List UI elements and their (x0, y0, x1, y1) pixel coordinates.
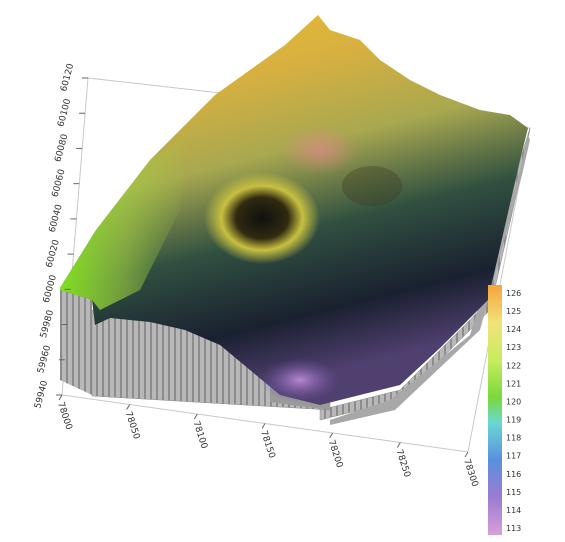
y-tick-label: 59940 (33, 379, 50, 410)
x-tick-label: 78300 (461, 458, 479, 489)
y-tick-label: 60060 (51, 168, 68, 199)
colorbar-tick-label: 123 (506, 343, 521, 352)
colorbar: 126 125 124 123 122 121 120 119 118 117 116 115 114 1… (488, 285, 521, 535)
y-tick-label: 60020 (45, 238, 62, 269)
colorbar-tick-label: 113 (506, 524, 521, 533)
colorbar-tick-label: 126 (506, 289, 521, 298)
y-tick-label: 59960 (36, 344, 53, 375)
y-tick-label: 60100 (56, 97, 73, 128)
y-tick-label: 59980 (39, 309, 56, 340)
colorbar-tick-label: 120 (506, 397, 521, 406)
colorbar-tick-label: 121 (506, 379, 521, 388)
colorbar-tick-label: 114 (506, 506, 521, 515)
colorbar-tick-label: 119 (506, 416, 521, 425)
y-tick-label: 60040 (48, 203, 65, 234)
colorbar-tick-label: 116 (506, 470, 521, 479)
x-tick-label: 78200 (326, 439, 344, 470)
surface-top (60, 15, 528, 405)
colorbar-tick-label: 117 (506, 452, 521, 461)
x-tick-label: 78250 (393, 448, 411, 479)
x-tick-label: 78050 (123, 410, 141, 441)
colorbar-tick-label: 115 (506, 488, 521, 497)
x-tick-mark (464, 451, 469, 458)
x-tick-mark (396, 442, 401, 448)
colorbar-tick-label: 122 (506, 361, 521, 370)
x-tick-label: 78100 (190, 420, 208, 451)
y-tick-label: 60120 (59, 62, 76, 93)
x-tick-label: 78150 (258, 429, 276, 460)
x-tick-mark (329, 432, 334, 439)
x-tick-mark (261, 423, 266, 429)
x-tick-mark (58, 394, 63, 401)
colorbar-tick-label: 118 (506, 434, 521, 443)
colorbar-tick-label: 124 (506, 325, 521, 334)
x-axis-ticks: 78000 78050 78100 78150 78200 78250 78300 (55, 394, 480, 489)
x-tick-mark (193, 413, 198, 420)
y-tick-label: 60000 (42, 274, 59, 305)
colorbar-gradient (488, 285, 502, 535)
x-tick-label: 78000 (55, 401, 73, 432)
y-tick-label: 60080 (53, 133, 70, 164)
x-tick-mark (126, 404, 131, 410)
colorbar-tick-label: 125 (506, 307, 521, 316)
colorbar-ticks: 126 125 124 123 122 121 120 119 118 117 116 115 114 1… (506, 289, 521, 533)
